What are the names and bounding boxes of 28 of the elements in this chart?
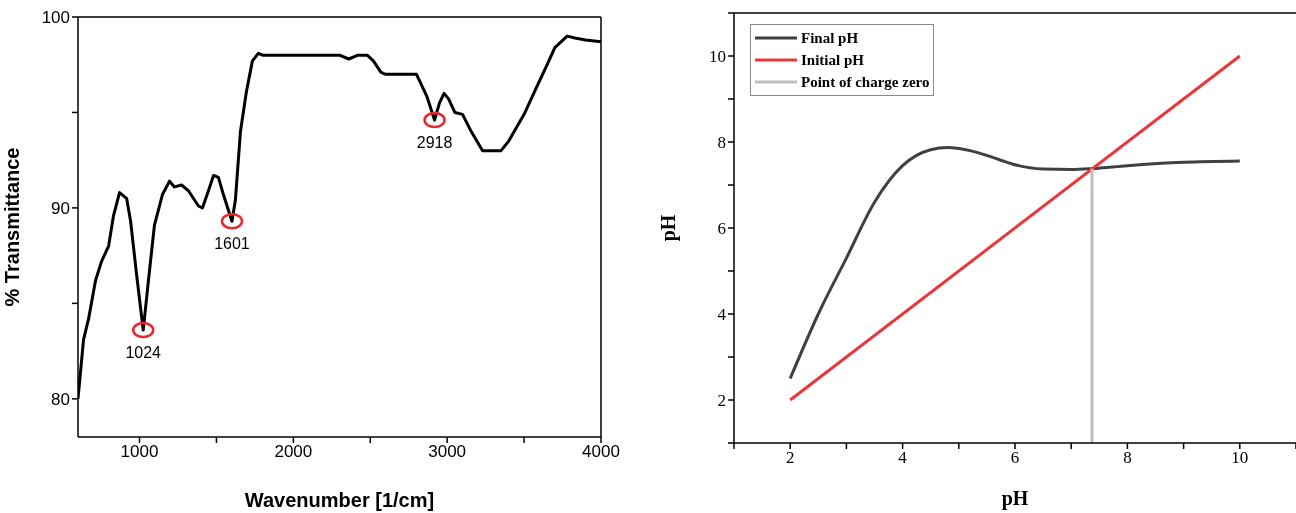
y-tick-label: 100 bbox=[41, 8, 70, 28]
y-tick-label: 2 bbox=[717, 391, 726, 411]
x-tick-label: 6 bbox=[1010, 448, 1020, 468]
line-series bbox=[788, 146, 1242, 380]
y-tick-label: 90 bbox=[51, 198, 70, 218]
x-tick-label: 10 bbox=[1231, 448, 1249, 468]
y-tick-label: 8 bbox=[717, 133, 726, 153]
y-axis-title: pH bbox=[657, 214, 681, 242]
x-tick-label: 4 bbox=[898, 448, 908, 468]
legend-label: Point of charge zero bbox=[801, 73, 930, 92]
annotation: 2918 bbox=[416, 134, 453, 152]
x-tick-label: 2000 bbox=[274, 442, 313, 462]
x-tick-label: 2 bbox=[785, 448, 795, 468]
x-tick-label: 8 bbox=[1123, 448, 1132, 468]
y-tick-label: 80 bbox=[51, 389, 70, 409]
y-tick-label: 4 bbox=[717, 305, 727, 325]
x-tick-label: 3000 bbox=[428, 442, 467, 462]
x-axis-title: Wavenumber [1/cm] bbox=[244, 489, 435, 511]
legend-label: Initial pH bbox=[801, 51, 864, 70]
y-tick-label: 6 bbox=[717, 219, 726, 239]
legend-label: Final pH bbox=[801, 29, 859, 48]
annotation: 1601 bbox=[214, 235, 250, 253]
y-axis-title: % Transmittance bbox=[1, 147, 24, 307]
x-axis-title: pH bbox=[1001, 487, 1029, 510]
x-tick-label: 4000 bbox=[582, 442, 620, 462]
annotation: 1024 bbox=[125, 344, 162, 362]
y-tick-label: 10 bbox=[709, 47, 726, 67]
x-tick-label: 1000 bbox=[120, 442, 159, 462]
